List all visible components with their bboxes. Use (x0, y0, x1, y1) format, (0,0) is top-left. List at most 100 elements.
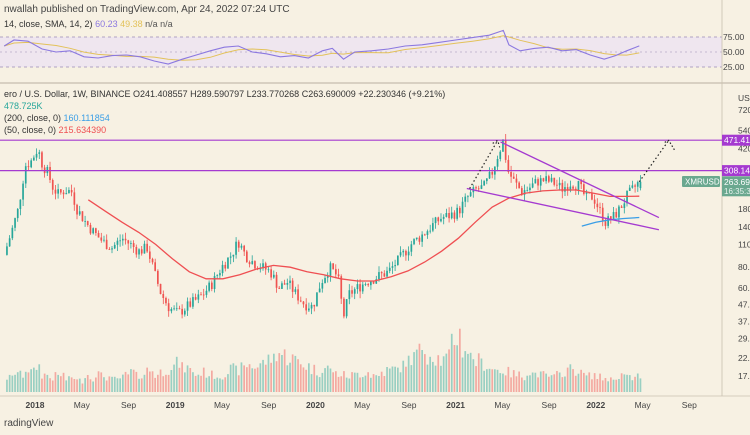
candle (308, 302, 310, 312)
volume-bar (461, 357, 464, 392)
volume-bar (620, 373, 623, 392)
volume-bar (275, 361, 278, 392)
candle (469, 188, 472, 197)
volume-bar (593, 373, 596, 392)
volume-bar (78, 378, 81, 392)
candle (434, 216, 437, 229)
candle (297, 284, 299, 305)
candle (558, 177, 561, 191)
candle (370, 280, 372, 290)
candle (450, 206, 453, 220)
rsi-line (3, 29, 640, 65)
volume-bar (49, 378, 51, 392)
candle (68, 187, 70, 194)
volume-bar (453, 345, 456, 392)
volume-bar (343, 371, 345, 392)
volume-bar (192, 372, 194, 392)
volume-bar (569, 364, 572, 392)
volume-bar (601, 380, 604, 392)
volume-bar (149, 371, 151, 392)
candle (70, 184, 73, 197)
candle (24, 162, 27, 188)
volume-bar (459, 328, 461, 392)
symbol-legend: ero / U.S. Dollar, 1W, BINANCE O241.4085… (4, 89, 445, 99)
volume-bar (531, 372, 534, 392)
rsi-panel: 14, close, SMA, 14, 2) 60.23 49.38 n/a n… (0, 19, 745, 72)
volume-bar (132, 369, 135, 392)
candle (6, 242, 8, 256)
volume-bar (348, 378, 351, 392)
svg-text:471.415: 471.415 (724, 135, 750, 145)
volume-bar (526, 375, 529, 392)
ma50-legend: (50, close, 0) 215.634390 (4, 125, 106, 135)
volume-bar (418, 343, 421, 392)
time-tick-label: 2021 (446, 400, 465, 410)
candle (426, 229, 429, 239)
candle (175, 302, 178, 311)
volume-bar (612, 379, 615, 392)
volume-bar (372, 374, 375, 392)
volume-bar (111, 376, 113, 392)
volume-bar (434, 365, 437, 392)
volume-bar (211, 370, 213, 392)
candle (461, 197, 464, 218)
volume-bar (294, 355, 297, 392)
volume-bar (394, 366, 396, 392)
candle (537, 177, 539, 191)
volume-bar (6, 379, 8, 392)
candle (526, 186, 529, 192)
volume-bar (235, 365, 237, 392)
candle (283, 279, 286, 285)
svg-text:XMRUSD: XMRUSD (685, 178, 720, 187)
candle (531, 177, 534, 189)
candle (515, 174, 518, 189)
candle (49, 161, 51, 183)
candle (173, 305, 175, 311)
candle (235, 237, 237, 259)
volume-bar (16, 372, 19, 392)
volume-bar (159, 369, 162, 392)
volume-bar (22, 377, 24, 392)
volume-bar (43, 373, 46, 392)
volume-bar (477, 353, 480, 392)
volume-bar (30, 369, 32, 392)
volume-bar (154, 377, 156, 392)
time-tick-label: May (214, 400, 231, 410)
candle (383, 270, 386, 277)
volume-bar (591, 379, 593, 392)
candle (418, 235, 421, 245)
volume-bar (84, 378, 86, 392)
volume-bar (410, 365, 413, 392)
volume-bar (359, 377, 361, 392)
candle (30, 158, 32, 169)
volume-bar (383, 376, 386, 392)
candle (321, 279, 324, 293)
volume-bar (367, 372, 369, 392)
candle (305, 298, 307, 315)
volume-bar (515, 376, 518, 392)
volume-bar (57, 374, 59, 392)
time-tick-label: 2018 (26, 400, 45, 410)
candle (399, 246, 402, 258)
volume-bar (143, 374, 146, 392)
candle (351, 285, 353, 298)
volume-bar (262, 359, 264, 392)
candle (556, 179, 558, 189)
candle (81, 211, 84, 222)
candle (194, 293, 197, 301)
candle (612, 207, 615, 221)
candle (14, 217, 16, 232)
volume-bar (518, 371, 520, 392)
volume-bar (65, 380, 68, 392)
candle (488, 167, 491, 179)
candle (43, 164, 46, 178)
volume-bar (92, 381, 94, 392)
candle (165, 296, 167, 306)
candle (57, 183, 59, 199)
candle (86, 220, 89, 227)
candle (302, 301, 305, 308)
volume-bar (135, 371, 138, 392)
volume-bar (100, 372, 103, 392)
candle (89, 222, 92, 235)
volume-bar (502, 373, 504, 392)
